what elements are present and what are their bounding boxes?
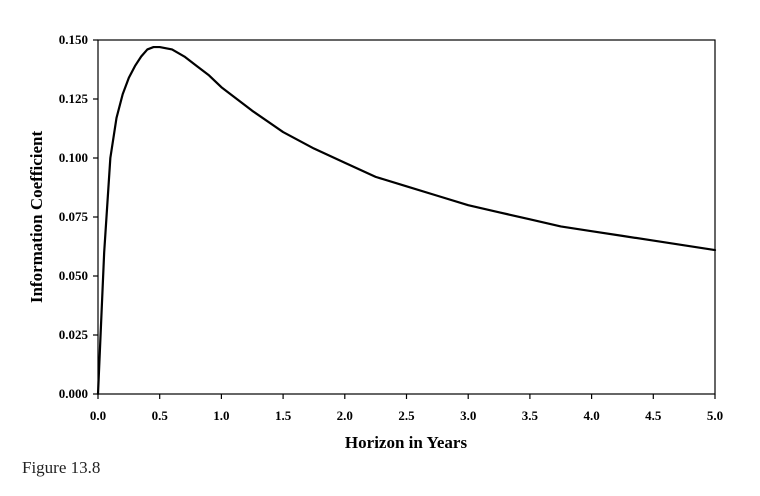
series-line-information-coefficient xyxy=(96,45,717,396)
x-tick-label: 1.0 xyxy=(213,408,229,423)
x-tick-label: 3.0 xyxy=(460,408,476,423)
x-tick-label: 2.0 xyxy=(337,408,353,423)
x-tick-label: 4.0 xyxy=(583,408,599,423)
y-tick-label: 0.075 xyxy=(59,209,89,224)
x-axis: 0.0 0.5 1.0 1.5 2.0 2.5 3.0 3.5 4.0 4.5 5.0 xyxy=(90,394,723,423)
x-tick-label: 2.5 xyxy=(398,408,415,423)
plot-frame xyxy=(97,39,716,395)
x-tick-label: 3.5 xyxy=(522,408,539,423)
x-tick-label: 5.0 xyxy=(707,408,723,423)
figure-caption: Figure 13.8 xyxy=(22,458,101,477)
y-tick-label: 0.100 xyxy=(59,150,88,165)
x-axis-title: Horizon in Years xyxy=(345,433,468,452)
y-axis-title: Information Coefficient xyxy=(27,131,46,304)
y-tick-label: 0.000 xyxy=(59,386,88,401)
x-tick-label: 4.5 xyxy=(645,408,662,423)
x-tick-label: 0.5 xyxy=(152,408,169,423)
x-tick-label: 1.5 xyxy=(275,408,292,423)
y-axis: 0.000 0.025 0.050 0.075 0.100 0.125 0.150 xyxy=(59,32,98,401)
x-tick-label: 0.0 xyxy=(90,408,106,423)
y-tick-label: 0.125 xyxy=(59,91,89,106)
y-tick-label: 0.050 xyxy=(59,268,88,283)
y-tick-label: 0.025 xyxy=(59,327,89,342)
y-tick-label: 0.150 xyxy=(59,32,88,47)
